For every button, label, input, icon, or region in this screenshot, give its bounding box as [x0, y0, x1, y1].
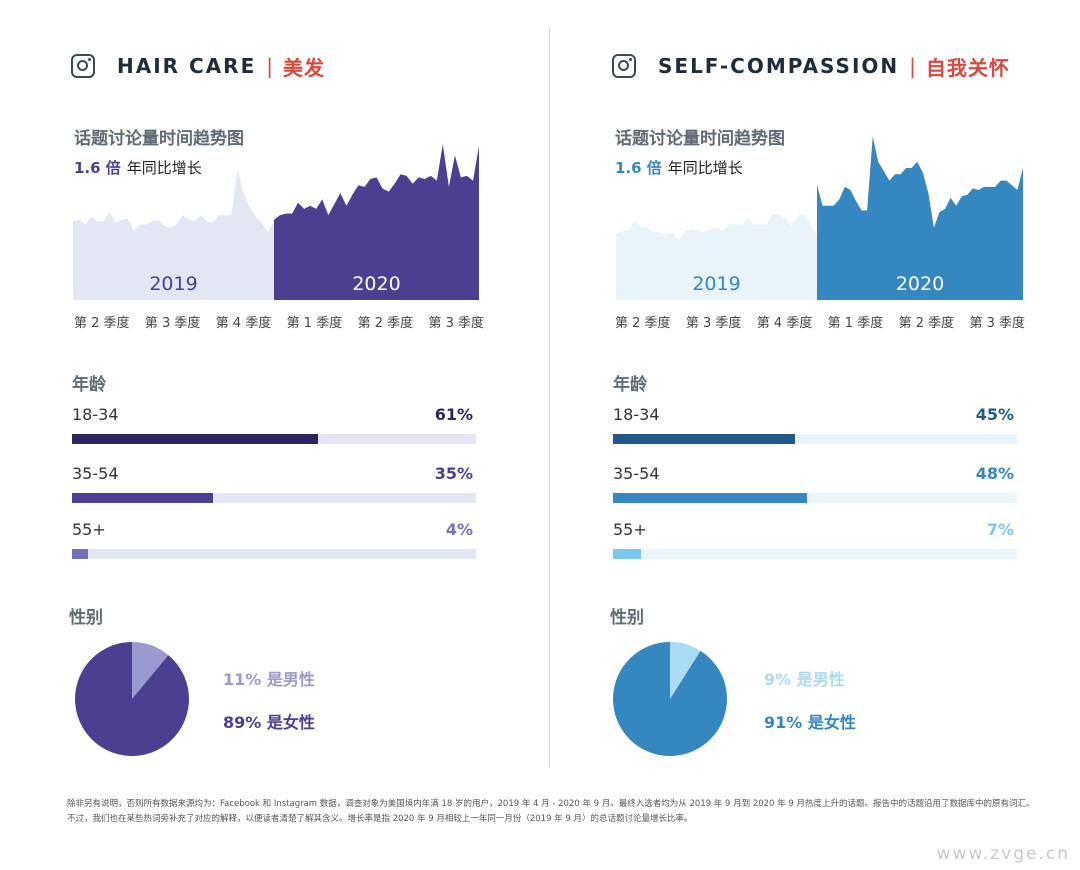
age-group-label: 35-54	[613, 464, 660, 483]
age-bar-fill	[613, 434, 795, 444]
quarter-axis: 第 2 季度第 3 季度第 4 季度第 1 季度第 2 季度第 3 季度	[74, 312, 484, 331]
x-tick-label: 第 4 季度	[756, 316, 813, 331]
age-title: 年龄	[613, 375, 647, 395]
panel-header: SELF-COMPASSION | 自我关怀	[612, 51, 1010, 81]
series-year-label: 2019	[692, 273, 740, 295]
female-share-label: 89% 是女性	[223, 713, 315, 732]
series-year-label: 2020	[896, 273, 944, 295]
male-share-label: 9% 是男性	[764, 670, 845, 689]
pie-slice-male	[132, 642, 169, 699]
age-bar-track	[613, 434, 1017, 444]
area-series-2019	[616, 213, 817, 300]
footnote-line: 不过，我们也在某些热词旁补充了对应的解释，以便读者清楚了解其含义。增长率是指 2…	[67, 814, 693, 824]
pie-slice-female	[613, 642, 727, 756]
growth-value: 1.6 倍	[74, 159, 121, 177]
x-tick-label: 第 3 季度	[685, 316, 742, 331]
age-group-percent: 45%	[975, 405, 1014, 424]
age-bar-track	[72, 493, 476, 503]
age-bar-track	[613, 549, 1017, 559]
age-group-percent: 35%	[434, 464, 473, 483]
x-tick-label: 第 3 季度	[428, 316, 484, 331]
instagram-icon	[612, 54, 636, 78]
trend-title: 话题讨论量时间趋势图	[615, 129, 785, 149]
footnote-line: 除非另有说明，否则所有数据来源均为：Facebook 和 Instagram 数…	[67, 799, 1035, 809]
male-share-label: 11% 是男性	[223, 670, 315, 689]
series-year-label: 2019	[149, 273, 197, 295]
x-tick-label: 第 2 季度	[898, 316, 955, 331]
age-group-percent: 4%	[445, 520, 473, 539]
topic-title-en: HAIR CARE	[117, 54, 257, 78]
pie-slice-female	[75, 642, 189, 756]
growth-value: 1.6 倍	[615, 159, 662, 177]
title-separator: |	[909, 54, 916, 78]
panel-divider	[549, 28, 550, 768]
age-bar-fill	[72, 493, 214, 503]
age-bar-track	[72, 549, 476, 559]
female-share-label: 91% 是女性	[764, 713, 856, 732]
x-tick-label: 第 1 季度	[827, 316, 884, 331]
x-tick-label: 第 1 季度	[286, 316, 343, 331]
topic-title-zh: 美发	[283, 55, 325, 80]
age-bar-fill	[72, 549, 89, 559]
pie-slice-male	[670, 642, 701, 699]
growth-stat: 1.6 倍年同比增长	[74, 157, 202, 178]
age-group-label: 35-54	[72, 464, 119, 483]
gender-title: 性别	[610, 608, 644, 628]
topic-title-zh: 自我关怀	[925, 55, 1010, 80]
age-bar-fill	[72, 434, 319, 444]
trend-area-chart: 2019 2020	[616, 136, 1023, 300]
area-series-2019	[73, 169, 274, 300]
growth-label: 年同比增长	[126, 159, 202, 177]
x-tick-label: 第 3 季度	[969, 316, 1025, 331]
x-tick-label: 第 2 季度	[74, 316, 130, 331]
growth-label: 年同比增长	[667, 159, 743, 177]
age-title: 年龄	[72, 375, 106, 395]
gender-pie-chart	[613, 642, 727, 756]
area-series-2020	[274, 144, 479, 300]
gender-pie-chart	[75, 642, 189, 756]
x-tick-label: 第 3 季度	[144, 316, 201, 331]
age-group-percent: 7%	[986, 520, 1014, 539]
watermark: www.zvge.cn	[936, 844, 1070, 864]
age-bar-track	[613, 493, 1017, 503]
age-group-percent: 61%	[434, 405, 473, 424]
area-series-2020	[817, 136, 1023, 300]
x-tick-label: 第 2 季度	[357, 316, 414, 331]
title-separator: |	[266, 54, 273, 78]
quarter-axis: 第 2 季度第 3 季度第 4 季度第 1 季度第 2 季度第 3 季度	[615, 312, 1025, 331]
panel-header: HAIR CARE | 美发	[71, 51, 325, 81]
trend-title: 话题讨论量时间趋势图	[74, 129, 244, 149]
trend-area-chart: 2019 2020	[73, 144, 479, 300]
topic-title-en: SELF-COMPASSION	[658, 54, 900, 78]
x-tick-label: 第 2 季度	[615, 316, 671, 331]
gender-title: 性别	[69, 608, 103, 628]
age-bar-track	[72, 434, 476, 444]
instagram-icon	[71, 54, 95, 78]
age-group-percent: 48%	[975, 464, 1014, 483]
footnote: 除非另有说明，否则所有数据来源均为：Facebook 和 Instagram 数…	[67, 797, 1047, 827]
age-group-label: 55+	[72, 520, 106, 539]
age-bar-fill	[613, 493, 807, 503]
age-group-label: 55+	[613, 520, 647, 539]
x-tick-label: 第 4 季度	[215, 316, 272, 331]
growth-stat: 1.6 倍年同比增长	[615, 157, 743, 178]
age-group-label: 18-34	[613, 405, 660, 424]
age-group-label: 18-34	[72, 405, 119, 424]
series-year-label: 2020	[352, 273, 400, 295]
age-bar-fill	[613, 549, 642, 559]
